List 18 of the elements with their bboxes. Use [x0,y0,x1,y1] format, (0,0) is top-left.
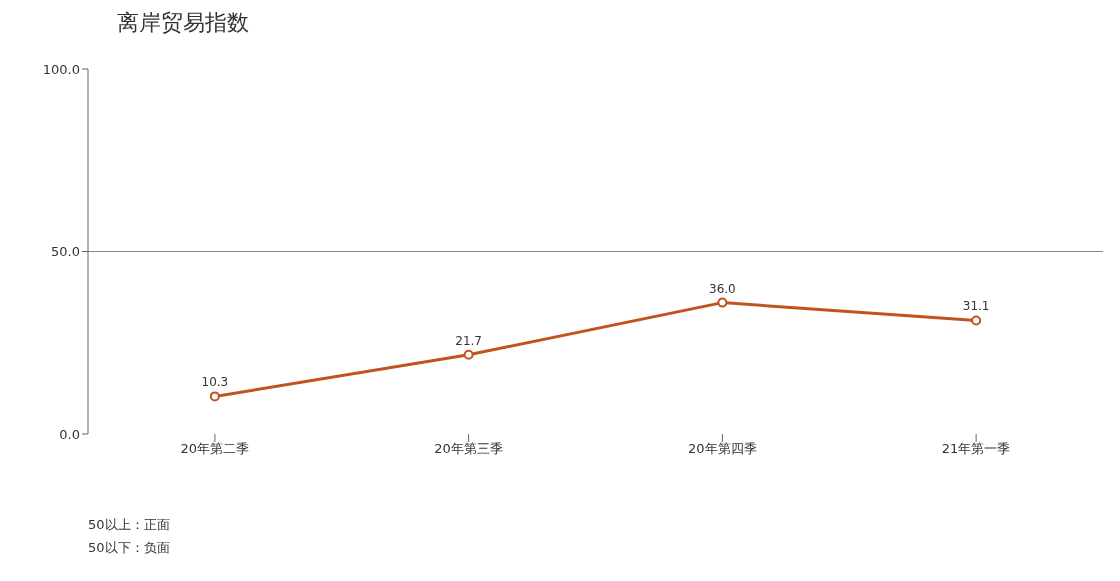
y-tick-label: 50.0 [51,244,80,260]
y-tick-label: 0.0 [59,426,80,442]
text: 50以下：负面 [88,539,170,557]
x-tick-label: 20年第四季 [688,441,757,457]
data-label: 36.0 [709,281,736,296]
data-label: 10.3 [201,375,229,390]
point [463,349,474,360]
point [717,297,728,308]
data-label: 31.1 [962,299,990,314]
text: 50以上：正面 [88,516,170,534]
x-tick-label: 21年第一季 [941,441,1011,457]
data-label: 21.7 [455,333,482,348]
x-tick-label: 20年第三季 [434,441,503,457]
point [971,315,982,326]
y-tick-label: 100.0 [42,61,80,77]
point [209,391,220,402]
x-tick-label: 20年第二季 [180,441,250,457]
chart-title: 离岸贸易指数 [117,9,249,37]
